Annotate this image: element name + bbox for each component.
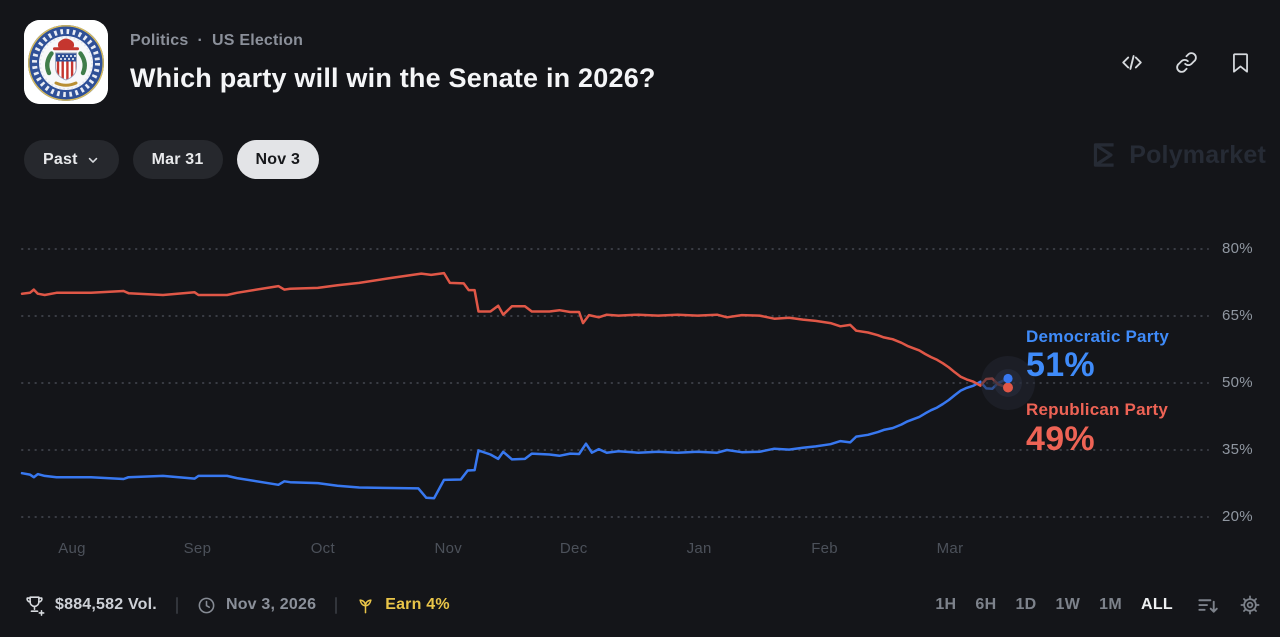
timeframe-6h[interactable]: 6H [975,596,997,613]
chart-controls: 1H 6H 1D 1W 1M ALL [935,591,1262,619]
pill-label: Past [43,150,78,168]
gear-icon [1240,595,1260,615]
date-pill-nov-3[interactable]: Nov 3 [236,140,320,179]
timeframe-1m[interactable]: 1M [1099,596,1122,613]
breadcrumb-separator: · [197,32,204,49]
link-icon [1175,51,1197,73]
pill-label: Mar 31 [151,150,204,168]
x-tick-feb: Feb [811,540,838,557]
timeframe-1d[interactable]: 1D [1015,596,1037,613]
breadcrumb-politics[interactable]: Politics [130,32,189,49]
y-tick-20pct: 20% [1222,508,1253,525]
x-tick-dec: Dec [559,540,588,557]
x-tick-nov: Nov [434,540,463,557]
code-icon [1122,54,1142,70]
market-stats-bar: $884,582 Vol. Nov 3, 2026 Earn 4% [24,591,450,619]
copy-link-button[interactable] [1174,50,1198,74]
republican-endpoint-dot [1003,382,1013,393]
y-tick-35pct: 35% [1222,441,1253,458]
legend-republican-value: 49% [1026,420,1095,458]
breadcrumb: Politics · US Election [130,32,303,50]
date-pill-past[interactable]: Past [24,140,119,179]
senate-seal-icon [24,20,108,104]
x-tick-sep: Sep [183,540,212,557]
trophy-icon [26,595,45,616]
settings-button[interactable] [1238,593,1262,617]
y-tick-65pct: 65% [1222,307,1253,324]
polymarket-wordmark: Polymarket [1129,140,1266,169]
democratic-series-line [20,377,1010,500]
legend-republican-label: Republican Party [1026,400,1169,419]
timeframe-1w[interactable]: 1W [1055,596,1081,613]
pill-label: Nov 3 [255,150,301,168]
polymarket-watermark: Polymarket [1088,139,1266,171]
header-actions [1120,50,1252,74]
legend-democratic-value: 51% [1026,346,1095,384]
republican-series-line [20,271,1010,389]
footer-divider [175,596,178,614]
x-tick-mar: Mar [936,540,964,557]
legend-democratic-label: Democratic Party [1026,327,1170,346]
clock-icon [198,597,215,613]
volume-label: $884,582 Vol. [55,596,157,613]
footer-divider [335,596,338,614]
democratic-endpoint-dot [1003,373,1013,384]
market-avatar-senate-seal [24,20,108,104]
x-tick-aug: Aug [58,540,86,557]
timeframe-all[interactable]: ALL [1140,596,1173,613]
embed-button[interactable] [1120,50,1144,74]
earn-rate-label[interactable]: Earn 4% [385,596,450,613]
page-title: Which party will win the Senate in 2026? [130,63,656,93]
end-date-label: Nov 3, 2026 [225,596,317,613]
date-pill-mar-31[interactable]: Mar 31 [132,140,223,179]
x-tick-oct: Oct [310,540,335,557]
breadcrumb-us-election[interactable]: US Election [212,32,304,49]
bookmark-button[interactable] [1228,50,1252,74]
sort-button[interactable] [1195,593,1219,617]
timeframe-1h[interactable]: 1H [935,596,957,613]
chevron-down-icon [88,157,97,163]
x-tick-jan: Jan [686,540,712,557]
polymarket-logo-icon [1094,143,1114,167]
date-filter-pills: Past Mar 31 Nov 3 [24,140,320,179]
y-tick-50pct: 50% [1222,374,1253,391]
sprout-icon [359,598,372,613]
bookmark-icon [1232,52,1248,73]
sort-descending-icon [1197,598,1218,613]
timeframe-selector: 1H 6H 1D 1W 1M ALL [935,596,1173,614]
y-tick-80pct: 80% [1222,240,1253,257]
